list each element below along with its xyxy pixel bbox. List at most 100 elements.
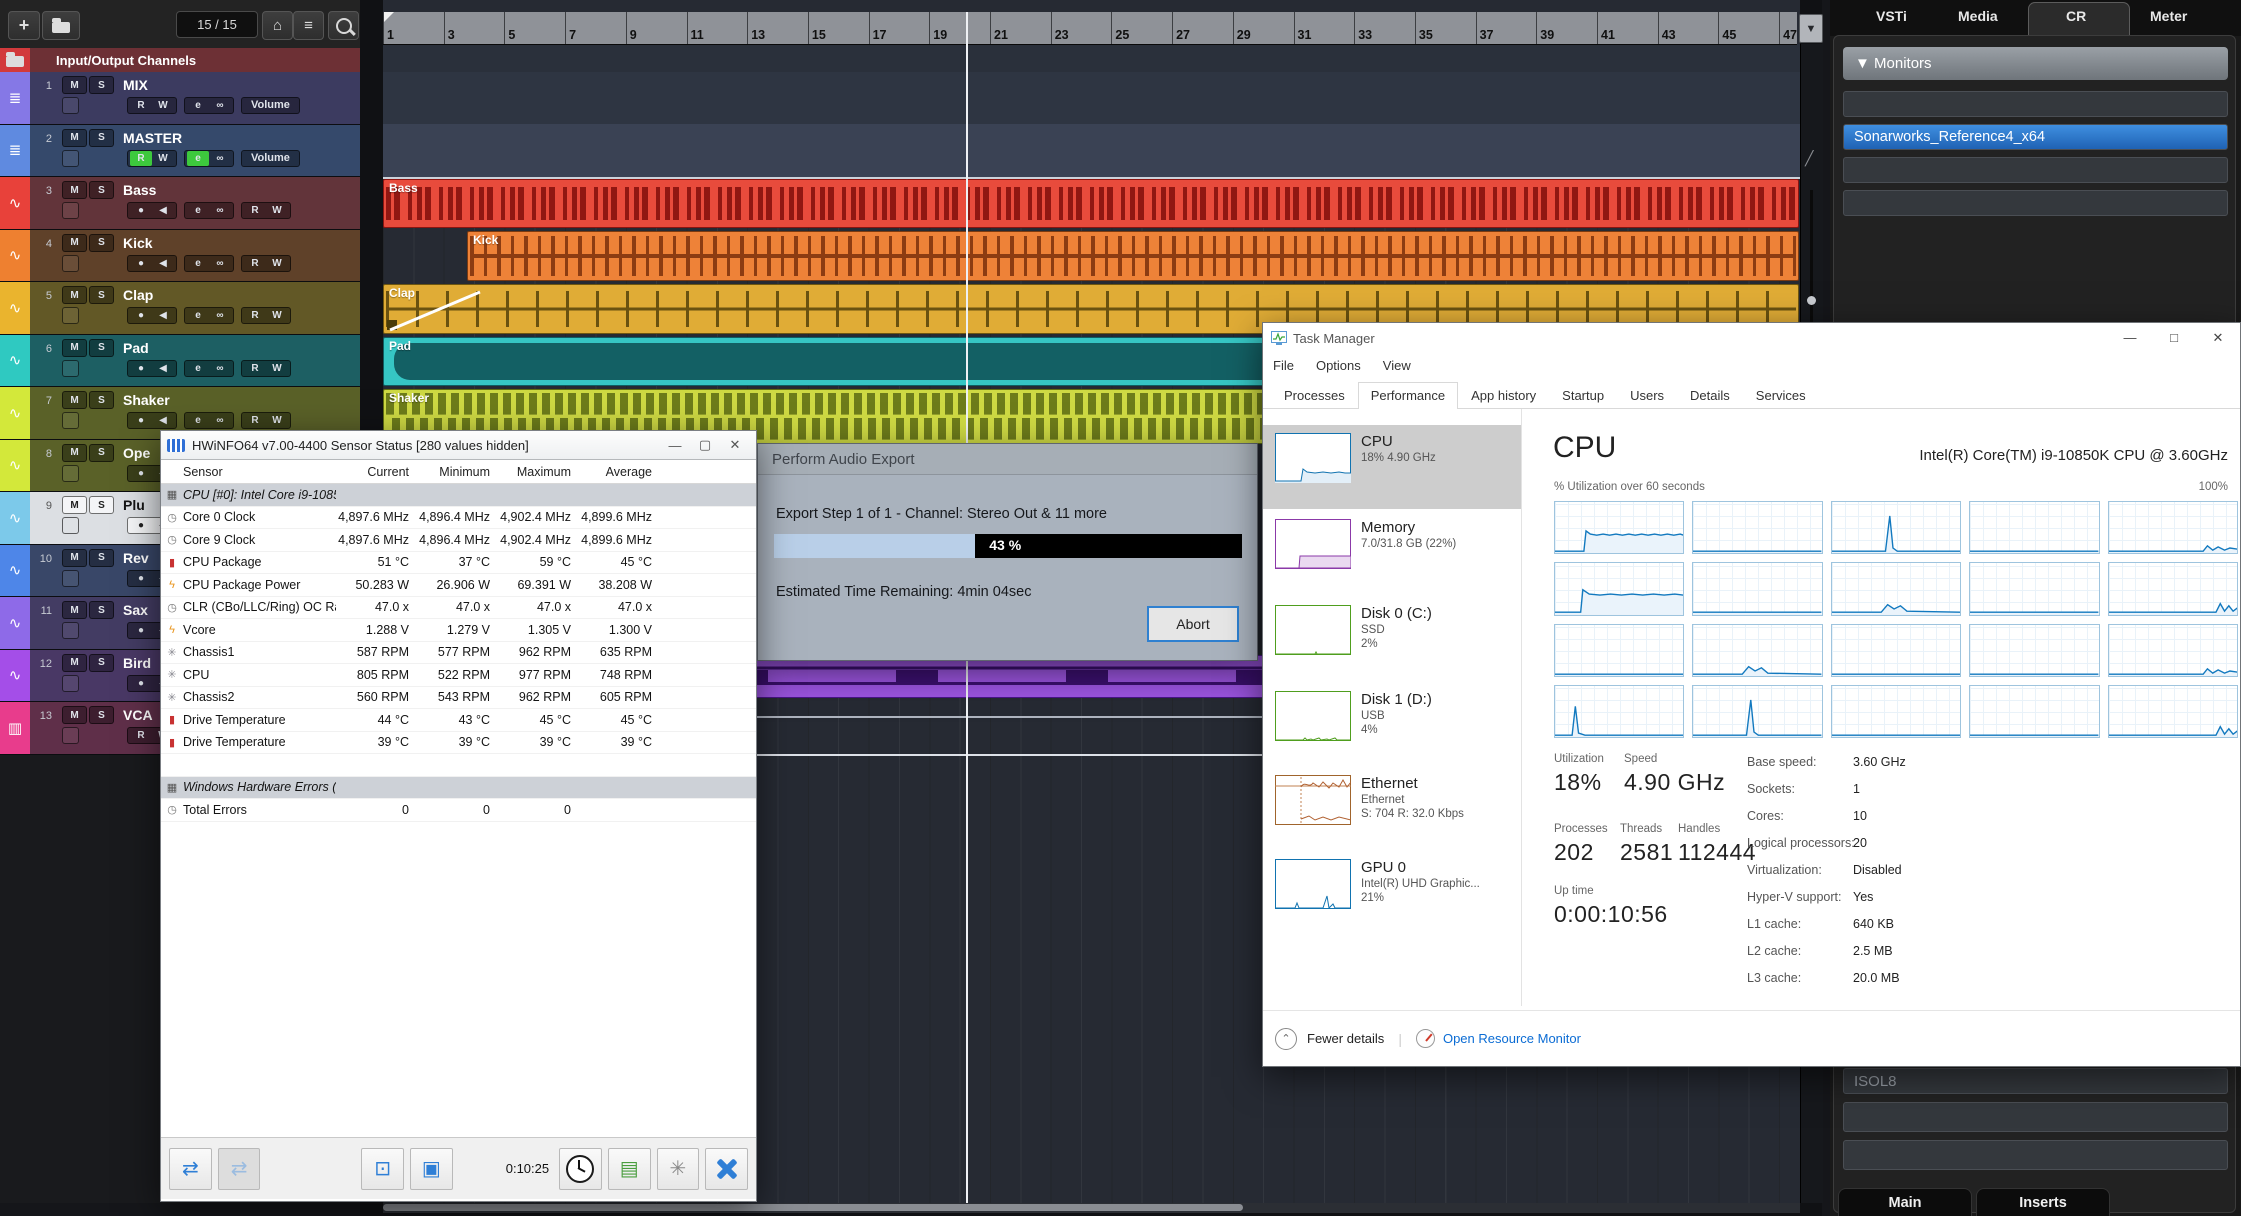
solo-button[interactable]: S bbox=[89, 548, 114, 567]
sidebar-item-ethernet[interactable]: Ethernet Ethernet S: 704 R: 32.0 Kbps bbox=[1263, 767, 1521, 851]
insert-slot-isol8[interactable]: ISOL8 bbox=[1843, 1068, 2228, 1094]
track-name[interactable]: Sax bbox=[123, 602, 148, 618]
track-name[interactable]: Rev bbox=[123, 549, 149, 566]
track-enable-checkbox[interactable] bbox=[62, 254, 79, 272]
collapse-columns-button[interactable]: ⇄ bbox=[217, 1147, 261, 1190]
tm-tab[interactable]: Performance bbox=[1357, 382, 1459, 409]
mute-button[interactable]: M bbox=[62, 76, 87, 94]
track-name[interactable]: MASTER bbox=[123, 129, 183, 146]
mute-button[interactable]: M bbox=[62, 601, 87, 619]
core-graph[interactable] bbox=[2107, 623, 2238, 678]
sensor-row[interactable]: ϟ Vcore 1.288 V 1.279 V 1.305 V 1.300 V bbox=[161, 619, 756, 642]
close-button[interactable]: ✕ bbox=[729, 437, 741, 452]
track-enable-checkbox[interactable] bbox=[62, 622, 79, 639]
mute-button[interactable]: M bbox=[62, 181, 87, 199]
open-resource-monitor-link[interactable]: Open Resource Monitor bbox=[1442, 1031, 1581, 1046]
core-graph[interactable] bbox=[1969, 685, 2100, 739]
mute-button[interactable]: M bbox=[62, 338, 87, 357]
record-monitor-group[interactable]: ●◀ bbox=[127, 359, 177, 377]
core-graph[interactable] bbox=[1830, 623, 1962, 678]
insert-slot[interactable] bbox=[1843, 1140, 2228, 1170]
sensor-row[interactable]: ✳ Chassis1 587 RPM 577 RPM 962 RPM 635 R… bbox=[161, 642, 756, 664]
solo-button[interactable]: S bbox=[89, 338, 114, 357]
timeline-ruler[interactable]: 1 3 5 7 bbox=[383, 12, 1797, 45]
track-enable-checkbox[interactable] bbox=[62, 97, 79, 114]
tab-cr[interactable]: CR bbox=[2066, 8, 2087, 24]
edit-bypass-group[interactable]: e∞ bbox=[184, 412, 234, 429]
core-graph[interactable] bbox=[1692, 562, 1823, 616]
solo-button[interactable]: S bbox=[89, 653, 114, 672]
track-name[interactable]: Clap bbox=[123, 287, 154, 303]
vertical-zoom-slider[interactable] bbox=[1810, 190, 1813, 390]
track-name[interactable]: MIX bbox=[123, 77, 148, 93]
sensor-table-header[interactable]: Sensor Current Minimum Maximum Average bbox=[161, 460, 756, 484]
track-enable-checkbox[interactable] bbox=[62, 569, 79, 587]
expand-columns-button[interactable]: ⇄ bbox=[169, 1147, 212, 1190]
track-name[interactable]: Kick bbox=[123, 234, 153, 251]
track-visibility-button[interactable]: ⌂ bbox=[262, 11, 293, 40]
sensor-row[interactable]: ◷ CLR (CBo/LLC/Ring) OC Ratio Limit 47.0… bbox=[161, 597, 756, 619]
bottom-tab-main[interactable]: Main bbox=[1838, 1188, 1972, 1216]
tm-tab[interactable]: Users bbox=[1630, 388, 1665, 403]
solo-button[interactable]: S bbox=[89, 76, 114, 94]
bottom-tab-inserts[interactable]: Inserts bbox=[1976, 1188, 2110, 1216]
edit-bypass-group[interactable]: e∞ bbox=[184, 254, 234, 272]
sensor-row[interactable]: ϟ CPU Package Power 50.283 W 26.906 W 69… bbox=[161, 574, 756, 597]
track-enable-checkbox[interactable] bbox=[62, 412, 79, 429]
io-channels-header[interactable]: Input/Output Channels bbox=[0, 48, 360, 72]
insert-slot[interactable]: Sonarworks_Reference4_x64 bbox=[1843, 124, 2228, 150]
mute-button[interactable]: M bbox=[62, 443, 87, 462]
edit-bypass-group[interactable]: e∞ bbox=[184, 97, 234, 114]
horizontal-scrollbar-thumb[interactable] bbox=[383, 1204, 1243, 1211]
record-monitor-group[interactable]: ●◀ bbox=[127, 307, 177, 324]
sidebar-item-memory[interactable]: Memory 7.0/31.8 GB (22%) bbox=[1263, 511, 1521, 595]
core-graph[interactable] bbox=[1554, 685, 1685, 739]
mute-button[interactable]: M bbox=[62, 496, 87, 514]
menu-item[interactable]: View bbox=[1382, 358, 1411, 373]
sensor-row[interactable]: ▮ Drive Temperature 44 °C 43 °C 45 °C 45… bbox=[161, 709, 756, 732]
clock-button[interactable] bbox=[559, 1147, 602, 1190]
sensor-row[interactable]: ▮ Drive Temperature 39 °C 39 °C 39 °C 39… bbox=[161, 732, 756, 754]
audio-event-kick[interactable]: Kick bbox=[467, 231, 1799, 281]
sensor-row[interactable] bbox=[161, 754, 756, 777]
track-name[interactable]: Pad bbox=[123, 339, 149, 356]
mute-button[interactable]: M bbox=[62, 286, 87, 304]
sidebar-item-disk0[interactable]: Disk 0 (C:) SSD 2% bbox=[1263, 597, 1521, 681]
menu-item[interactable]: File bbox=[1273, 358, 1294, 373]
core-graph[interactable] bbox=[1830, 562, 1962, 616]
core-graph[interactable] bbox=[1554, 501, 1685, 555]
track-preset-button[interactable] bbox=[42, 11, 80, 40]
edit-bypass-group[interactable]: e∞ bbox=[184, 149, 234, 167]
maximize-button[interactable]: □ bbox=[2170, 330, 2178, 345]
sidebar-item-gpu[interactable]: GPU 0 Intel(R) UHD Graphic... 21% bbox=[1263, 851, 1521, 935]
core-graph[interactable] bbox=[1554, 623, 1685, 678]
settings-button[interactable]: ✳ bbox=[656, 1147, 700, 1190]
search-button[interactable] bbox=[328, 11, 359, 40]
track-row[interactable]: ∿ 4 M S Kick ● ◀ e ∞ R bbox=[0, 229, 360, 282]
core-graph[interactable] bbox=[2107, 685, 2238, 739]
track-enable-checkbox[interactable] bbox=[62, 307, 79, 324]
restore-button[interactable]: ▢ bbox=[698, 437, 712, 452]
sensor-row[interactable]: ▦ Windows Hardware Errors (WHEA) bbox=[161, 776, 756, 799]
core-graph[interactable] bbox=[2107, 562, 2238, 616]
solo-button[interactable]: S bbox=[89, 601, 114, 619]
edit-bypass-group[interactable]: e∞ bbox=[184, 359, 234, 377]
sensor-row[interactable]: ▮ CPU Package 51 °C 37 °C 59 °C 45 °C bbox=[161, 552, 756, 574]
sensor-row[interactable]: ✳ CPU 805 RPM 522 RPM 977 RPM 748 RPM bbox=[161, 664, 756, 687]
track-enable-checkbox[interactable] bbox=[62, 517, 79, 534]
ruler-options-dropdown[interactable]: ▼ bbox=[1799, 14, 1823, 43]
abort-button[interactable]: Abort bbox=[1147, 606, 1239, 642]
solo-button[interactable]: S bbox=[89, 128, 114, 147]
solo-button[interactable]: S bbox=[89, 391, 114, 409]
tm-titlebar[interactable]: Task Manager — □ ✕ bbox=[1263, 323, 2240, 353]
sensor-row[interactable]: ✳ Chassis2 560 RPM 543 RPM 962 RPM 605 R… bbox=[161, 687, 756, 709]
insert-slot[interactable] bbox=[1843, 190, 2228, 216]
sensor-row[interactable]: ◷ Core 0 Clock 4,897.6 MHz 4,896.4 MHz 4… bbox=[161, 507, 756, 529]
track-enable-checkbox[interactable] bbox=[62, 202, 79, 219]
minimize-button[interactable]: — bbox=[2123, 330, 2137, 345]
